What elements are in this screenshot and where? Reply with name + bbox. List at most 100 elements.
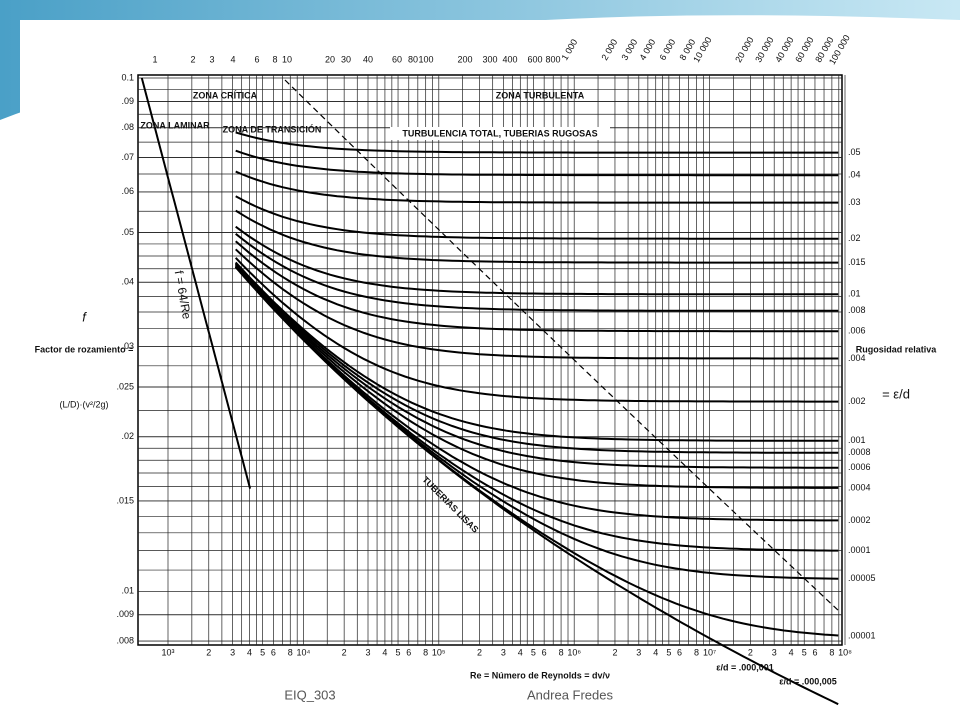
roughness-curve	[235, 195, 839, 240]
roughness-label: .0001	[848, 545, 871, 555]
vd-tick-label: 6	[254, 54, 259, 64]
re-tick-label: 5	[531, 647, 536, 657]
footer-course: EIQ_303	[284, 687, 335, 702]
vd-tick-label: 800	[545, 54, 560, 64]
vd-tick-label: 400	[502, 54, 517, 64]
roughness-curve	[235, 248, 839, 360]
re-tick-label: 4	[382, 647, 387, 657]
vd-tick-label: 80	[408, 54, 418, 64]
re-tick-label: 3	[636, 647, 641, 657]
roughness-curve	[235, 149, 839, 177]
vd-tick-label: 200	[457, 54, 472, 64]
roughness-curve	[234, 263, 839, 469]
roughness-curve	[235, 209, 839, 264]
f-tick-label: 0.1	[121, 72, 134, 82]
roughness-curve	[235, 131, 839, 154]
re-tick-label: 8	[694, 647, 699, 657]
re-tick-label: 10⁵	[432, 647, 446, 657]
zone-transition: ZONA DE TRANSICIÓN	[223, 123, 322, 134]
roughness-curve	[234, 264, 839, 489]
re-tick-label: 8	[559, 647, 564, 657]
zone-turbulent: ZONA TURBULENTA	[496, 90, 585, 100]
vd-tick-label: 2	[190, 54, 195, 64]
re-tick-label: 10⁴	[296, 647, 310, 657]
vd-tick-label: 3	[209, 54, 214, 64]
footer-author: Andrea Fredes	[527, 687, 613, 702]
roughness-curve	[235, 233, 839, 312]
re-tick-label: 6	[271, 647, 276, 657]
f-description: Factor de rozamiento =	[35, 344, 134, 354]
vd-tick-label: 8	[272, 54, 277, 64]
roughness-label: .001	[848, 435, 866, 445]
label-bg	[390, 127, 610, 140]
plot-frame	[137, 74, 843, 646]
re-tick-label: 10⁸	[838, 647, 852, 657]
roughness-label: .04	[848, 170, 861, 180]
roughness-curve	[234, 265, 839, 522]
f-tick-label: .008	[116, 635, 134, 645]
f-tick-label: .06	[121, 186, 134, 196]
roughness-curve	[235, 240, 839, 333]
roughness-curve	[234, 266, 839, 706]
vd-tick-label: 10	[282, 54, 292, 64]
roughness-label: .05	[848, 147, 861, 157]
roughness-curve	[235, 170, 839, 204]
re-tick-label: 8	[288, 647, 293, 657]
re-tick-label: 5	[396, 647, 401, 657]
f-tick-label: .03	[121, 341, 134, 351]
curves	[140, 77, 839, 706]
re-tick-label: 10⁶	[567, 647, 581, 657]
re-tick-label: 8	[423, 647, 428, 657]
re-tick-label: 3	[501, 647, 506, 657]
re-tick-label: 2	[612, 647, 617, 657]
zone-laminar: ZONA LAMINAR	[140, 120, 210, 130]
re-tick-label: 6	[812, 647, 817, 657]
f-tick-label: .05	[121, 227, 134, 237]
zone-critical: ZONA CRÍTICA	[193, 90, 258, 100]
roughness-title: Rugosidad relativa	[856, 344, 938, 354]
re-tick-label: 2	[342, 647, 347, 657]
roughness-curve	[234, 261, 839, 442]
roughness-label: .00001	[848, 630, 876, 640]
roughness-label: .02	[848, 233, 861, 243]
roughness-label: .03	[848, 197, 861, 207]
roughness-curve	[234, 262, 839, 454]
laminar-line	[140, 77, 252, 489]
f-tick-label: .08	[121, 122, 134, 132]
roughness-label: .0006	[848, 462, 871, 472]
roughness-label: .006	[848, 326, 866, 336]
roughness-label: .00005	[848, 573, 876, 583]
re-tick-label: 5	[666, 647, 671, 657]
f-tick-label: .015	[116, 495, 134, 505]
roughness-label: .01	[848, 289, 861, 299]
re-tick-label: 6	[406, 647, 411, 657]
f-tick-label: .07	[121, 152, 134, 162]
re-tick-label: 10³	[161, 647, 174, 657]
zone-rough: TURBULENCIA TOTAL, TUBERIAS RUGOSAS	[402, 128, 597, 138]
reynolds-title: Re = Número de Reynolds = dv/ν	[470, 670, 610, 680]
f-tick-label: .09	[121, 96, 134, 106]
smooth-note: ε/d = .000,005	[779, 676, 837, 686]
vd-tick-label: 300	[482, 54, 497, 64]
f-tick-label: .025	[116, 381, 134, 391]
vd-tick-label: 30	[341, 54, 351, 64]
re-tick-label: 8	[829, 647, 834, 657]
re-tick-label: 5	[802, 647, 807, 657]
smooth-note: ε/d = .000,001	[716, 662, 774, 672]
vd-tick-label: 600	[527, 54, 542, 64]
re-tick-label: 4	[518, 647, 523, 657]
re-tick-label: 2	[206, 647, 211, 657]
roughness-label: .0004	[848, 482, 871, 492]
vd-tick-label: 1	[152, 54, 157, 64]
re-tick-label: 2	[477, 647, 482, 657]
re-tick-label: 3	[230, 647, 235, 657]
roughness-label: .0002	[848, 515, 871, 525]
re-tick-label: 2	[748, 647, 753, 657]
vd-tick-label: 4	[230, 54, 235, 64]
re-tick-label: 10⁷	[703, 647, 716, 657]
f-tick-label: .02	[121, 431, 134, 441]
roughness-label: .015	[848, 257, 866, 267]
roughness-label: .0008	[848, 447, 871, 457]
vd-tick-label: 40	[363, 54, 373, 64]
